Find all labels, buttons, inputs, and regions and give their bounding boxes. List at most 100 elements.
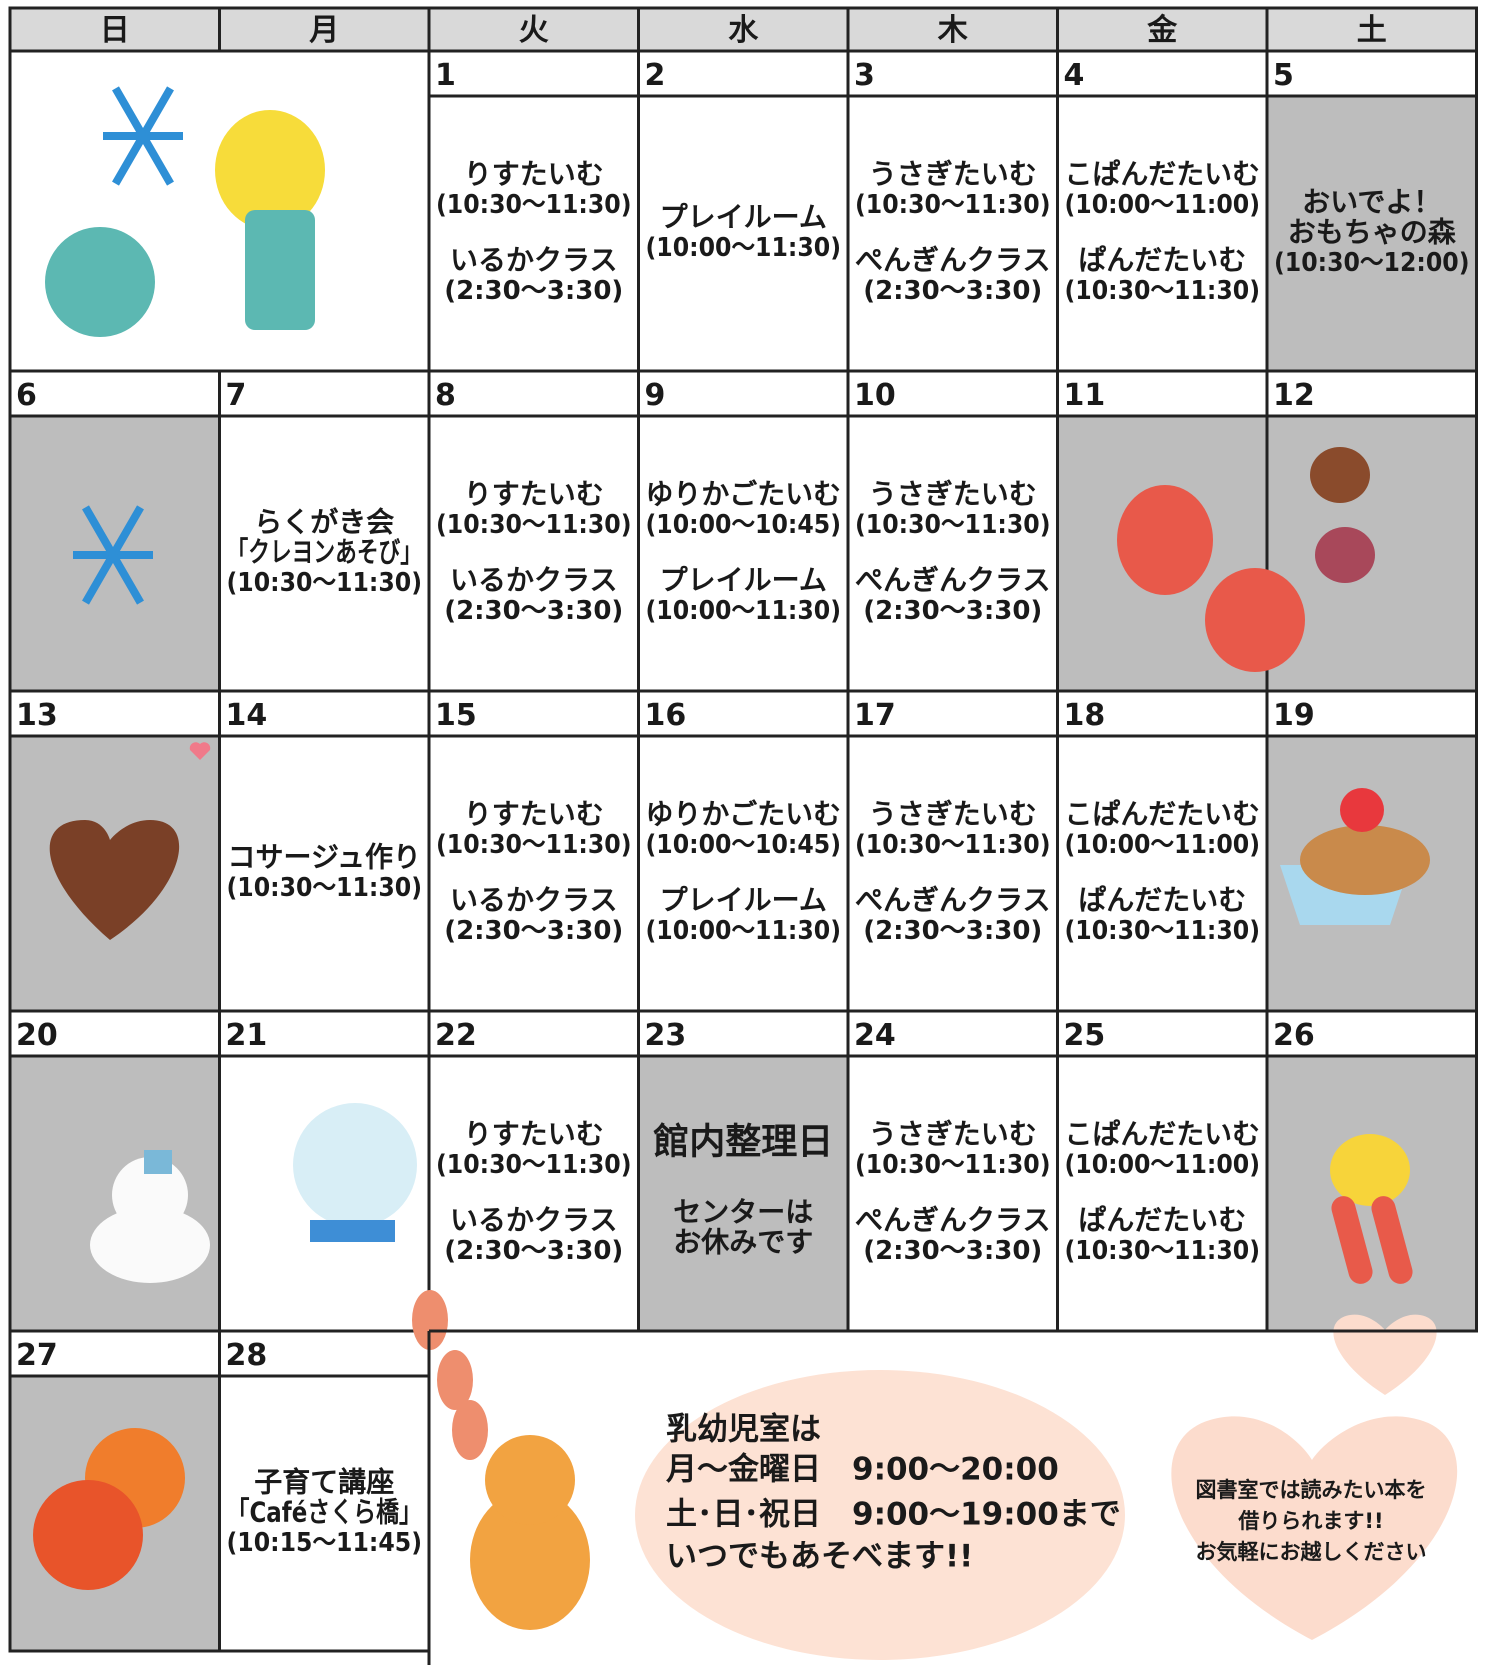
event-text: ぺんぎんクラス — [855, 244, 1050, 277]
day-cell — [218, 414, 431, 693]
date-band — [846, 369, 1059, 418]
library-text: 図書室では読みたい本を — [1196, 1478, 1427, 1502]
day-cell — [1056, 734, 1269, 1013]
date-number: 14 — [226, 698, 268, 733]
weekday-label: 土 — [1357, 13, 1387, 48]
date-number: 1 — [435, 58, 456, 93]
event-text: らくがき会 — [254, 506, 394, 539]
event-text: (2:30～3:30) — [444, 276, 623, 306]
date-number: 27 — [16, 1338, 58, 1373]
date-number: 10 — [854, 378, 896, 413]
event-text: ゆりかごたいむ — [646, 798, 842, 831]
date-number: 23 — [645, 1018, 687, 1053]
event-text: いるかクラス — [450, 244, 617, 277]
day-cell — [427, 1054, 640, 1333]
event-text: センターは — [673, 1196, 813, 1229]
event-text: (10:00～11:00) — [1065, 1150, 1261, 1180]
day-cell — [1265, 94, 1478, 373]
event-text: うさぎたいむ — [869, 158, 1037, 191]
event-text: うさぎたいむ — [869, 798, 1037, 831]
library-text: 借りられます!! — [1237, 1509, 1383, 1533]
event-text: プレイルーム — [660, 884, 827, 917]
event-text: (10:30～11:30) — [227, 568, 423, 598]
illustrations — [33, 88, 1458, 1660]
day-cell — [637, 1054, 850, 1333]
date-number: 12 — [1273, 378, 1315, 413]
date-number: 2 — [645, 58, 666, 93]
weekday-label: 日 — [100, 13, 130, 48]
event-text: こぱんだたいむ — [1065, 158, 1261, 191]
event-text: (10:30～11:30) — [1065, 916, 1261, 946]
event-text: うさぎたいむ — [869, 1118, 1037, 1151]
date-band — [218, 369, 431, 418]
weekday-label: 木 — [937, 13, 968, 48]
day-cell — [1056, 1054, 1269, 1333]
date-band — [427, 689, 640, 738]
day-cell — [637, 414, 850, 693]
event-text: (10:30～11:30) — [436, 1150, 632, 1180]
event-text: おいでよ！ — [1302, 186, 1441, 219]
event-text: ぱんだたいむ — [1078, 1204, 1246, 1237]
event-text: (10:30～11:30) — [855, 510, 1051, 540]
event-text: (10:30～11:30) — [436, 190, 632, 220]
date-band — [637, 49, 850, 98]
event-text: ぺんぎんクラス — [855, 1204, 1050, 1237]
info-text: いつでもあそべます!! — [666, 1539, 973, 1575]
date-number: 25 — [1064, 1018, 1106, 1053]
date-number: 16 — [645, 698, 687, 733]
info-text: 土･日･祝日 9:00～19:00まで — [666, 1497, 1121, 1533]
event-text: (10:30～11:30) — [227, 873, 423, 903]
day-cell — [218, 1374, 431, 1653]
date-band — [1056, 49, 1269, 98]
event-text: りすたいむ — [464, 1118, 604, 1151]
date-number: 13 — [16, 698, 58, 733]
date-number: 18 — [1064, 698, 1106, 733]
event-text: (2:30～3:30) — [863, 276, 1042, 306]
date-band — [1056, 1009, 1269, 1058]
date-band — [1056, 369, 1269, 418]
date-number: 21 — [226, 1018, 268, 1053]
date-number: 5 — [1273, 58, 1294, 93]
weekday-label: 水 — [728, 13, 759, 48]
event-text: (10:30～11:30) — [855, 190, 1051, 220]
event-text: プレイルーム — [660, 564, 827, 597]
day-cell — [637, 734, 850, 1013]
date-number: 20 — [16, 1018, 58, 1053]
date-number: 24 — [854, 1018, 896, 1053]
event-text: (10:15～11:45) — [227, 1528, 423, 1558]
date-band — [1265, 1009, 1478, 1058]
date-number: 22 — [435, 1018, 477, 1053]
event-text: ぱんだたいむ — [1078, 244, 1246, 277]
date-band — [218, 689, 431, 738]
event-text: (10:30～11:30) — [855, 830, 1051, 860]
date-number: 4 — [1064, 58, 1085, 93]
day-cell — [637, 94, 850, 373]
date-band — [637, 369, 850, 418]
date-number: 28 — [226, 1338, 268, 1373]
event-text: おもちゃの森 — [1288, 216, 1457, 249]
event-text: (10:30～11:30) — [1065, 1236, 1261, 1266]
info-text: 乳幼児室は — [666, 1412, 821, 1448]
day-cell — [846, 94, 1059, 373]
date-number: 26 — [1273, 1018, 1315, 1053]
event-text: (10:30～11:30) — [855, 1150, 1051, 1180]
event-text: ぱんだたいむ — [1078, 884, 1246, 917]
event-text: お休みです — [673, 1226, 813, 1259]
day-cell — [427, 414, 640, 693]
event-text: 「Caféさくら橋」 — [227, 1496, 423, 1529]
day-cell — [846, 734, 1059, 1013]
info-text: 月～金曜日 9:00～20:00 — [666, 1452, 1059, 1488]
date-number: 8 — [435, 378, 456, 413]
event-text: いるかクラス — [450, 884, 617, 917]
day-cell — [8, 414, 221, 693]
event-text: (2:30～3:30) — [444, 916, 623, 946]
event-text: いるかクラス — [450, 1204, 617, 1237]
event-text: プレイルーム — [660, 201, 827, 234]
event-text: コサージュ作り — [228, 841, 421, 874]
weekday-label: 火 — [519, 13, 549, 48]
date-band — [846, 49, 1059, 98]
date-number: 19 — [1273, 698, 1315, 733]
event-text: うさぎたいむ — [869, 478, 1037, 511]
date-band — [427, 49, 640, 98]
